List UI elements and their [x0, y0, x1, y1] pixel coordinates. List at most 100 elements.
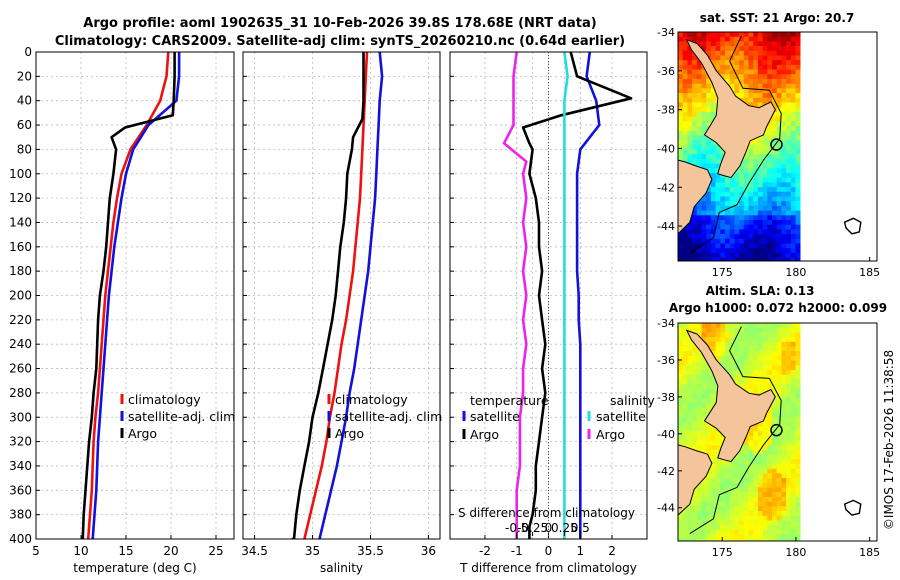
data-cell: [710, 210, 716, 216]
data-cell: [729, 32, 735, 37]
data-cell: [753, 60, 759, 66]
data-cell: [748, 539, 754, 541]
data-cell: [762, 496, 768, 502]
data-cell: [795, 327, 801, 333]
data-cell: [757, 201, 763, 207]
data-cell: [772, 126, 777, 131]
data-cell: [772, 74, 777, 80]
data-cell: [772, 205, 777, 211]
data-cell: [725, 506, 730, 512]
data-cell: [715, 60, 721, 66]
data-cell: [762, 144, 768, 150]
data-cell: [757, 337, 763, 343]
data-cell: [701, 445, 707, 451]
data-cell: [706, 243, 712, 249]
data-cell: [781, 464, 787, 469]
data-cell: [762, 346, 768, 352]
data-cell: [692, 435, 698, 441]
data-cell: [687, 520, 693, 526]
data-cell: [696, 327, 702, 333]
data-cell: [776, 88, 782, 94]
data-cell: [729, 210, 735, 216]
data-cell: [715, 191, 721, 197]
data-cell: [753, 69, 759, 75]
data-cell: [776, 440, 782, 446]
data-cell: [748, 341, 754, 347]
data-cell: [776, 435, 782, 441]
data-cell: [786, 417, 792, 422]
data-cell: [701, 337, 707, 343]
data-cell: [776, 464, 782, 469]
data-cell: [687, 341, 693, 347]
data-cell: [781, 69, 787, 75]
data-cell: [790, 140, 796, 146]
data-cell: [786, 163, 792, 169]
data-cell: [776, 191, 782, 197]
data-cell: [786, 515, 792, 521]
data-cell: [767, 79, 773, 84]
data-cell: [725, 248, 730, 254]
data-cell: [786, 102, 792, 108]
data-cell: [757, 83, 763, 89]
x-axis-label: temperature (deg C): [73, 561, 196, 575]
series-group: [502, 52, 633, 539]
data-cell: [739, 224, 745, 230]
data-cell: [790, 79, 796, 84]
data-cell: [786, 332, 792, 338]
data-cell: [734, 355, 740, 361]
data-cell: [790, 83, 796, 89]
data-cell: [725, 220, 730, 225]
data-cell: [790, 191, 796, 197]
data-cell: [748, 351, 754, 357]
data-cell: [710, 97, 716, 103]
data-cell: [739, 478, 745, 484]
data-cell: [687, 79, 693, 84]
data-cell: [729, 182, 735, 188]
data-cell: [743, 473, 749, 479]
data-cell: [772, 360, 777, 366]
data-cell: [729, 224, 735, 230]
map-y-tick-label: -36: [657, 65, 675, 78]
data-cell: [734, 501, 740, 507]
data-cell: [772, 431, 777, 437]
data-cell: [701, 79, 707, 84]
data-cell: [772, 83, 777, 89]
data-cell: [762, 205, 768, 211]
data-cell: [701, 496, 707, 502]
data-cell: [734, 234, 740, 240]
data-cell: [753, 46, 759, 52]
data-cell: [739, 370, 745, 375]
data-cell: [767, 355, 773, 361]
data-cell: [710, 102, 716, 108]
temperature-panel: 0204060801001201401601802002202402602803…: [9, 45, 235, 575]
data-cell: [748, 426, 754, 432]
data-cell: [701, 88, 707, 94]
data-cell: [748, 370, 754, 375]
data-cell: [729, 529, 735, 535]
data-cell: [678, 126, 683, 131]
data-cell: [748, 445, 754, 451]
data-cell: [734, 379, 740, 385]
data-cell: [720, 529, 726, 535]
data-cell: [781, 473, 787, 479]
data-cell: [776, 234, 782, 240]
data-cell: [781, 79, 787, 84]
data-cell: [762, 187, 768, 193]
data-cell: [776, 529, 782, 535]
data-cell: [706, 384, 712, 390]
data-cell: [678, 515, 683, 521]
data-cell: [757, 341, 763, 347]
data-cell: [696, 482, 702, 488]
data-cell: [710, 511, 716, 516]
data-cell: [772, 417, 777, 422]
data-cell: [781, 506, 787, 512]
data-cell: [696, 243, 702, 249]
data-cell: [734, 506, 740, 512]
data-cell: [706, 492, 712, 498]
data-cell: [696, 539, 702, 541]
data-cell: [748, 332, 754, 338]
data-cell: [753, 431, 759, 437]
data-cell: [790, 402, 796, 408]
data-cell: [767, 511, 773, 516]
data-cell: [701, 205, 707, 211]
